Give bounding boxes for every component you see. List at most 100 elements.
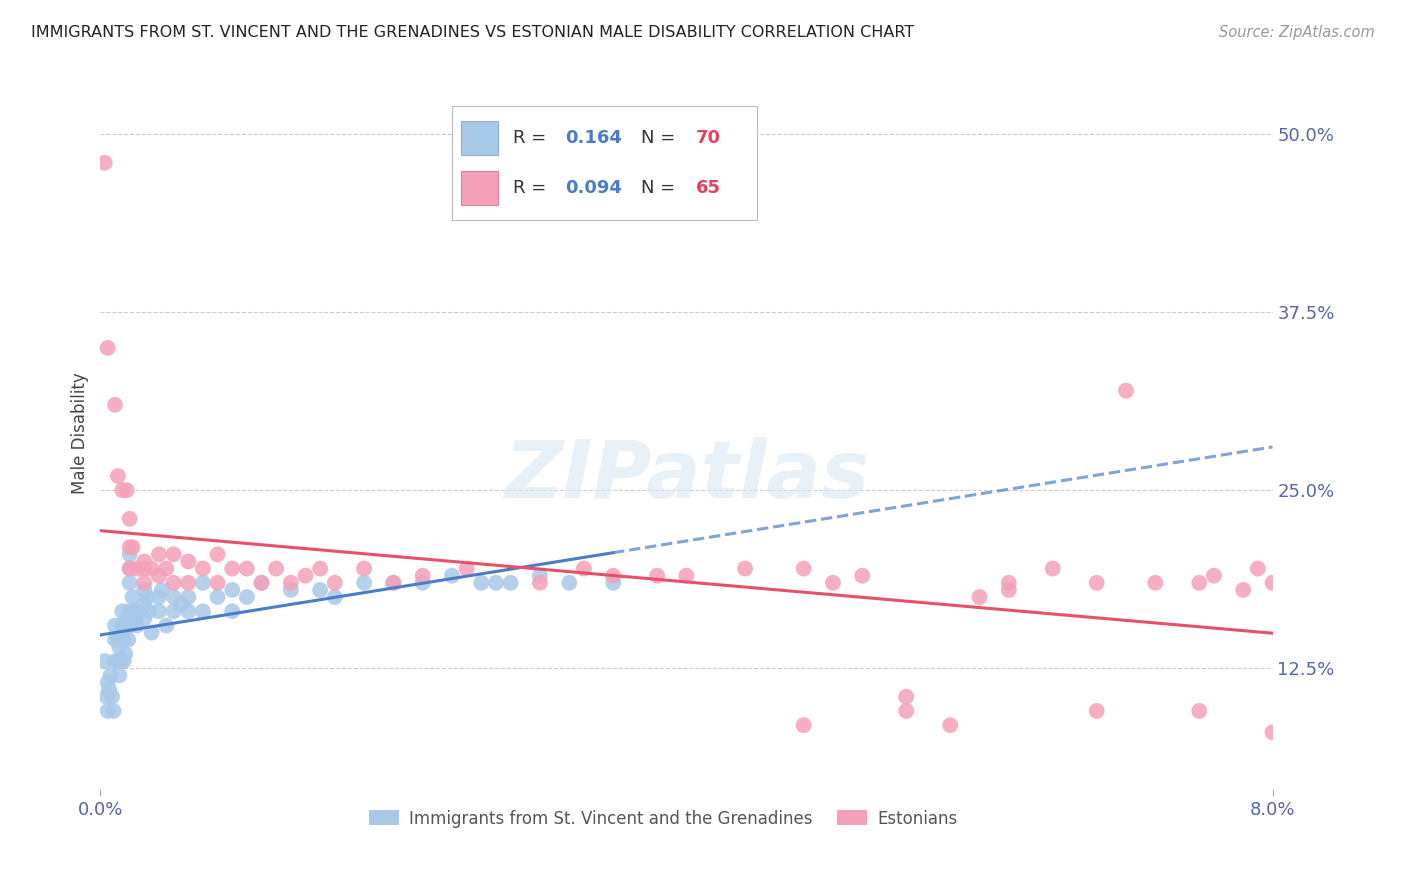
Point — [851, 568, 873, 582]
Point — [309, 561, 332, 575]
Point — [104, 654, 127, 668]
Point — [1144, 575, 1167, 590]
Point — [104, 632, 127, 647]
Point — [93, 654, 115, 668]
Point — [104, 618, 127, 632]
Point — [896, 704, 918, 718]
Point — [111, 483, 134, 498]
Point — [121, 590, 143, 604]
Point — [1085, 704, 1108, 718]
Point — [107, 654, 129, 668]
Point — [1261, 575, 1284, 590]
Point — [1085, 575, 1108, 590]
Point — [250, 575, 273, 590]
Point — [112, 654, 135, 668]
Point — [558, 575, 581, 590]
Point — [125, 618, 148, 632]
Point — [122, 604, 145, 618]
Point — [155, 561, 177, 575]
Point — [162, 590, 184, 604]
Point — [148, 590, 170, 604]
Point — [264, 561, 287, 575]
Point — [118, 561, 141, 575]
Point — [118, 561, 141, 575]
Point — [382, 575, 405, 590]
Point — [997, 575, 1019, 590]
Point — [104, 398, 127, 412]
Point — [1188, 704, 1211, 718]
Point — [485, 575, 508, 590]
Point — [155, 618, 177, 632]
Point — [177, 604, 200, 618]
Point — [177, 575, 200, 590]
Point — [162, 547, 184, 561]
Point — [148, 604, 170, 618]
Y-axis label: Male Disability: Male Disability — [72, 373, 89, 494]
Point — [1232, 582, 1254, 597]
Point — [141, 561, 163, 575]
Point — [1042, 561, 1064, 575]
Point — [115, 611, 138, 625]
Point — [162, 575, 184, 590]
Point — [529, 575, 551, 590]
Point — [997, 582, 1019, 597]
Point — [207, 575, 229, 590]
Point — [456, 561, 478, 575]
Point — [170, 597, 193, 611]
Point — [118, 512, 141, 526]
Point — [108, 668, 131, 682]
Point — [134, 575, 156, 590]
Point — [221, 561, 243, 575]
Point — [191, 575, 214, 590]
Point — [121, 540, 143, 554]
Point — [136, 590, 159, 604]
Point — [412, 568, 434, 582]
Point — [1261, 725, 1284, 739]
Text: Source: ZipAtlas.com: Source: ZipAtlas.com — [1219, 25, 1375, 40]
Point — [353, 575, 375, 590]
Point — [111, 618, 134, 632]
Point — [602, 575, 624, 590]
Point — [97, 675, 120, 690]
Point — [939, 718, 962, 732]
Point — [125, 561, 148, 575]
Point — [572, 561, 595, 575]
Point — [162, 604, 184, 618]
Point — [382, 575, 405, 590]
Point — [309, 582, 332, 597]
Point — [115, 618, 138, 632]
Point — [177, 590, 200, 604]
Point — [323, 590, 346, 604]
Point — [280, 582, 302, 597]
Point — [221, 582, 243, 597]
Point — [125, 604, 148, 618]
Point — [150, 582, 173, 597]
Point — [793, 718, 815, 732]
Point — [108, 640, 131, 654]
Point — [1247, 561, 1270, 575]
Point — [529, 568, 551, 582]
Point — [294, 568, 316, 582]
Point — [111, 632, 134, 647]
Point — [207, 590, 229, 604]
Point — [118, 604, 141, 618]
Point — [250, 575, 273, 590]
Point — [645, 568, 668, 582]
Point — [148, 568, 170, 582]
Point — [207, 547, 229, 561]
Point — [118, 618, 141, 632]
Point — [221, 604, 243, 618]
Point — [969, 590, 991, 604]
Point — [353, 561, 375, 575]
Point — [97, 704, 120, 718]
Point — [101, 690, 124, 704]
Point — [111, 604, 134, 618]
Point — [134, 611, 156, 625]
Legend: Immigrants from St. Vincent and the Grenadines, Estonians: Immigrants from St. Vincent and the Gren… — [361, 803, 965, 834]
Point — [734, 561, 756, 575]
Point — [821, 575, 844, 590]
Point — [134, 554, 156, 568]
Point — [134, 582, 156, 597]
Text: IMMIGRANTS FROM ST. VINCENT AND THE GRENADINES VS ESTONIAN MALE DISABILITY CORRE: IMMIGRANTS FROM ST. VINCENT AND THE GREN… — [31, 25, 914, 40]
Point — [412, 575, 434, 590]
